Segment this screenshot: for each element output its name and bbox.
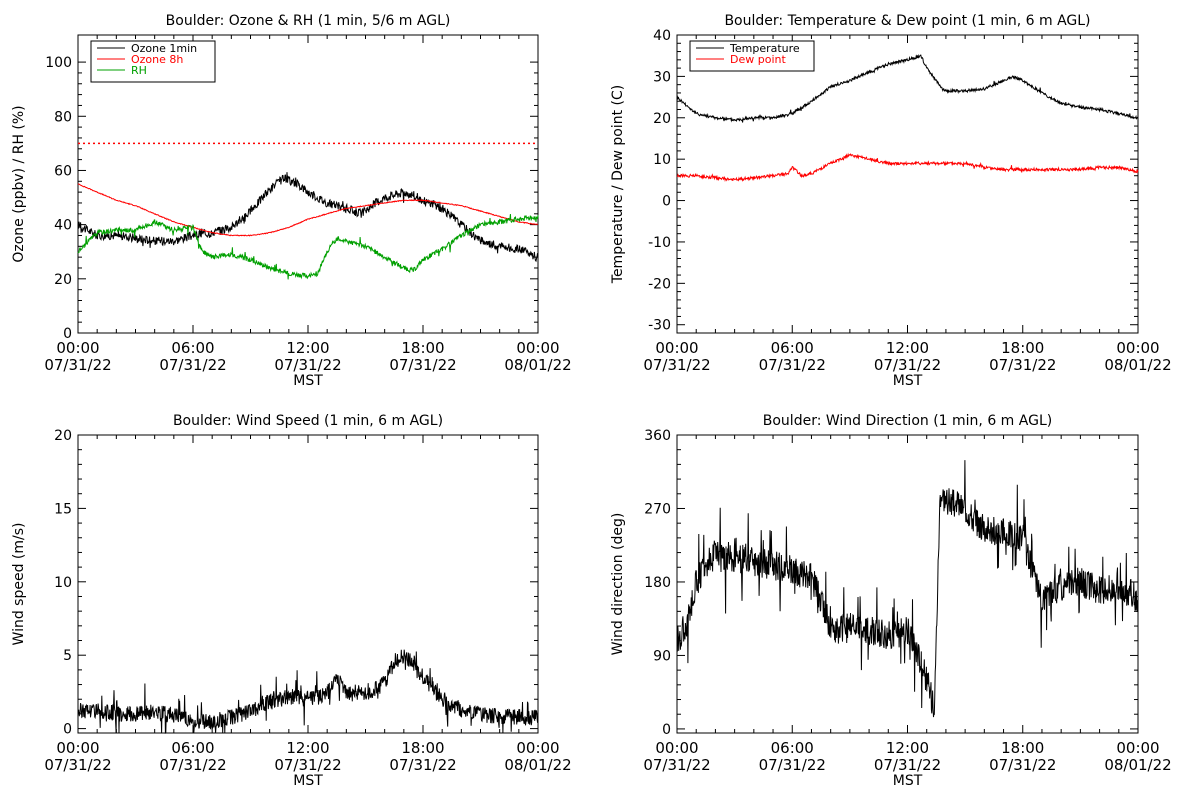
series-line-ozone-8h bbox=[77, 183, 539, 237]
y-tick-label: 0 bbox=[63, 326, 72, 342]
y-tick-label: 0 bbox=[662, 194, 671, 210]
y-tick-label: 0 bbox=[662, 722, 671, 738]
plot-frame bbox=[77, 434, 539, 734]
y-tick-label: 40 bbox=[653, 28, 671, 44]
legend-entry: RH bbox=[131, 64, 147, 77]
y-tick-label: 40 bbox=[54, 218, 72, 234]
chart-title: Boulder: Wind Direction (1 min, 6 m AGL) bbox=[763, 413, 1052, 429]
x-tick-date-label: 07/31/22 bbox=[643, 756, 710, 774]
x-tick-date-label: 07/31/22 bbox=[874, 356, 941, 374]
legend-box bbox=[689, 40, 815, 72]
series-line bbox=[676, 460, 1139, 718]
x-tick-time-label: 00:00 bbox=[56, 739, 99, 757]
chart-title: Boulder: Wind Speed (1 min, 6 m AGL) bbox=[173, 413, 443, 429]
x-axis-label: MST bbox=[293, 773, 323, 789]
y-axis-label: Ozone (ppbv) / RH (%) bbox=[11, 105, 27, 262]
x-tick-date-label: 07/31/22 bbox=[389, 356, 456, 374]
y-tick-label: 20 bbox=[653, 111, 671, 127]
y-tick-label: -10 bbox=[648, 235, 671, 251]
x-tick-time-label: 06:00 bbox=[771, 339, 814, 357]
y-tick-label: 5 bbox=[63, 648, 72, 664]
x-tick-time-label: 12:00 bbox=[286, 339, 329, 357]
x-tick-time-label: 00:00 bbox=[1116, 339, 1159, 357]
x-tick-date-label: 07/31/22 bbox=[874, 756, 941, 774]
y-tick-label: 15 bbox=[54, 501, 72, 517]
series-line-temperature bbox=[676, 53, 1139, 123]
y-tick-label: 270 bbox=[644, 501, 671, 517]
x-tick-time-label: 12:00 bbox=[886, 339, 929, 357]
x-tick-date-label: 08/01/22 bbox=[1104, 356, 1171, 374]
y-tick-label: 10 bbox=[653, 152, 671, 168]
y-tick-label: -20 bbox=[648, 276, 671, 292]
x-tick-date-label: 07/31/22 bbox=[759, 756, 826, 774]
x-tick-time-label: 00:00 bbox=[655, 339, 698, 357]
legend-entry: Dew point bbox=[730, 53, 786, 66]
x-axis-label: MST bbox=[893, 773, 923, 789]
legend-entry: Temperature bbox=[729, 42, 800, 55]
x-tick-time-label: 00:00 bbox=[516, 339, 559, 357]
x-tick-time-label: 06:00 bbox=[171, 339, 214, 357]
x-tick-time-label: 18:00 bbox=[1001, 339, 1044, 357]
x-tick-date-label: 07/31/22 bbox=[759, 356, 826, 374]
x-tick-date-label: 08/01/22 bbox=[1104, 756, 1171, 774]
y-tick-label: 30 bbox=[653, 69, 671, 85]
x-tick-time-label: 18:00 bbox=[1001, 739, 1044, 757]
x-tick-date-label: 07/31/22 bbox=[44, 356, 111, 374]
x-axis-label: MST bbox=[293, 373, 323, 389]
x-tick-time-label: 00:00 bbox=[1116, 739, 1159, 757]
x-tick-time-label: 06:00 bbox=[771, 739, 814, 757]
y-tick-label: 180 bbox=[644, 575, 671, 591]
x-tick-time-label: 00:00 bbox=[655, 739, 698, 757]
x-tick-date-label: 07/31/22 bbox=[159, 756, 226, 774]
x-tick-date-label: 07/31/22 bbox=[389, 756, 456, 774]
x-tick-time-label: 18:00 bbox=[401, 339, 444, 357]
y-tick-label: 80 bbox=[54, 109, 72, 125]
y-tick-label: 100 bbox=[45, 55, 72, 71]
series-line-dew-point bbox=[676, 152, 1139, 182]
y-axis-label: Wind direction (deg) bbox=[610, 513, 626, 656]
y-tick-label: -30 bbox=[648, 318, 671, 334]
x-tick-time-label: 00:00 bbox=[516, 739, 559, 757]
chart-title: Boulder: Temperature & Dew point (1 min,… bbox=[724, 13, 1090, 29]
x-tick-date-label: 07/31/22 bbox=[989, 356, 1056, 374]
chart-title: Boulder: Ozone & RH (1 min, 5/6 m AGL) bbox=[166, 13, 451, 29]
x-tick-time-label: 12:00 bbox=[886, 739, 929, 757]
x-tick-date-label: 07/31/22 bbox=[159, 356, 226, 374]
plot-frame bbox=[676, 34, 1139, 334]
y-tick-label: 10 bbox=[54, 575, 72, 591]
y-tick-label: 0 bbox=[63, 722, 72, 738]
x-tick-time-label: 12:00 bbox=[286, 739, 329, 757]
x-tick-date-label: 08/01/22 bbox=[504, 756, 571, 774]
x-tick-date-label: 07/31/22 bbox=[274, 756, 341, 774]
x-tick-date-label: 07/31/22 bbox=[274, 356, 341, 374]
series-line-rh bbox=[77, 213, 539, 280]
legend-entry: Ozone 8h bbox=[131, 53, 183, 66]
x-tick-date-label: 07/31/22 bbox=[989, 756, 1056, 774]
x-tick-date-label: 07/31/22 bbox=[44, 756, 111, 774]
x-tick-time-label: 18:00 bbox=[401, 739, 444, 757]
y-tick-label: 60 bbox=[54, 163, 72, 179]
y-tick-label: 20 bbox=[54, 428, 72, 444]
x-axis-label: MST bbox=[893, 373, 923, 389]
x-tick-date-label: 08/01/22 bbox=[504, 356, 571, 374]
y-tick-label: 360 bbox=[644, 428, 671, 444]
y-axis-label: Temperature / Dew point (C) bbox=[610, 85, 626, 284]
legend-entry: Ozone 1min bbox=[131, 42, 197, 55]
series-line-ozone-1min bbox=[77, 172, 539, 263]
series-line bbox=[77, 649, 539, 734]
y-axis-label: Wind speed (m/s) bbox=[11, 523, 27, 646]
y-tick-label: 90 bbox=[653, 648, 671, 664]
x-tick-date-label: 07/31/22 bbox=[643, 356, 710, 374]
x-tick-time-label: 06:00 bbox=[171, 739, 214, 757]
y-tick-label: 20 bbox=[54, 272, 72, 288]
x-tick-time-label: 00:00 bbox=[56, 339, 99, 357]
